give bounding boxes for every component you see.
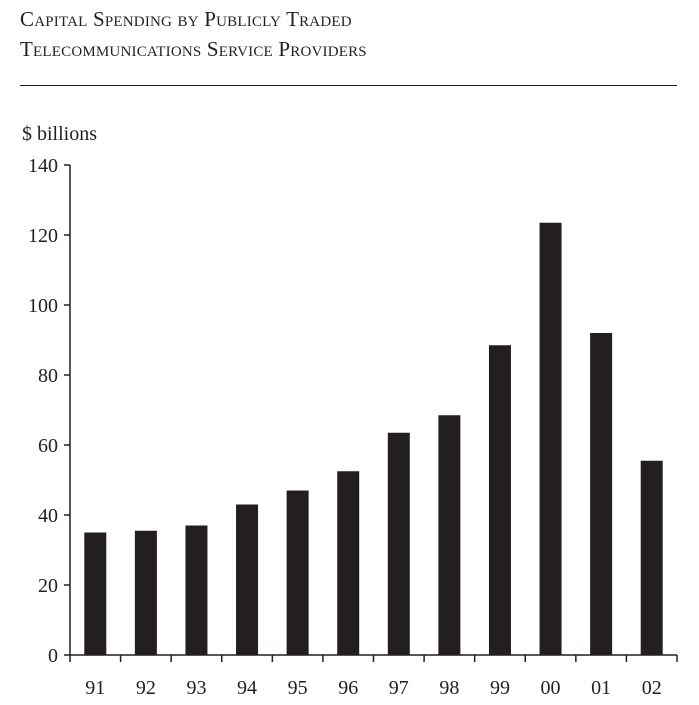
bar-99 — [488, 345, 511, 655]
x-tick-label: 01 — [591, 677, 611, 699]
y-axis-label: $ billions — [22, 123, 97, 145]
x-tick-label: 97 — [389, 677, 409, 699]
y-tick-label: 140 — [28, 155, 58, 177]
bar-01 — [590, 333, 613, 655]
chart-title-line-2: Telecommunications Service Providers — [20, 37, 367, 61]
bar-92 — [134, 530, 157, 655]
x-tick-label: 94 — [237, 677, 257, 699]
bar-96 — [337, 471, 360, 655]
x-tick-label: 02 — [642, 677, 662, 699]
y-tick-label: 40 — [38, 505, 58, 527]
chart-title-line-1: Capital Spending by Publicly Traded — [20, 7, 352, 31]
bar-91 — [84, 532, 107, 655]
bar-94 — [236, 504, 259, 655]
x-tick-label: 96 — [338, 677, 358, 699]
bar-97 — [387, 432, 410, 655]
x-tick-label: 91 — [85, 677, 105, 699]
chart-title: Capital Spending by Publicly Traded Tele… — [20, 4, 367, 64]
y-tick-label: 20 — [38, 575, 58, 597]
y-tick-label: 120 — [28, 225, 58, 247]
x-tick-label: 99 — [490, 677, 510, 699]
bars — [84, 222, 663, 655]
y-tick-label: 80 — [38, 365, 58, 387]
bar-98 — [438, 415, 461, 655]
bar-02 — [640, 460, 663, 655]
x-tick-label: 95 — [288, 677, 308, 699]
bar-95 — [286, 490, 309, 655]
title-divider — [20, 85, 677, 86]
x-tick-label: 00 — [541, 677, 561, 699]
x-tick-label: 98 — [439, 677, 459, 699]
axes — [64, 164, 678, 662]
y-tick-label: 0 — [48, 645, 58, 667]
bar-00 — [539, 222, 562, 655]
y-tick-label: 100 — [28, 295, 58, 317]
x-tick-label: 93 — [186, 677, 206, 699]
bar-93 — [185, 525, 208, 655]
x-tick-label: 92 — [136, 677, 156, 699]
y-tick-label: 60 — [38, 435, 58, 457]
